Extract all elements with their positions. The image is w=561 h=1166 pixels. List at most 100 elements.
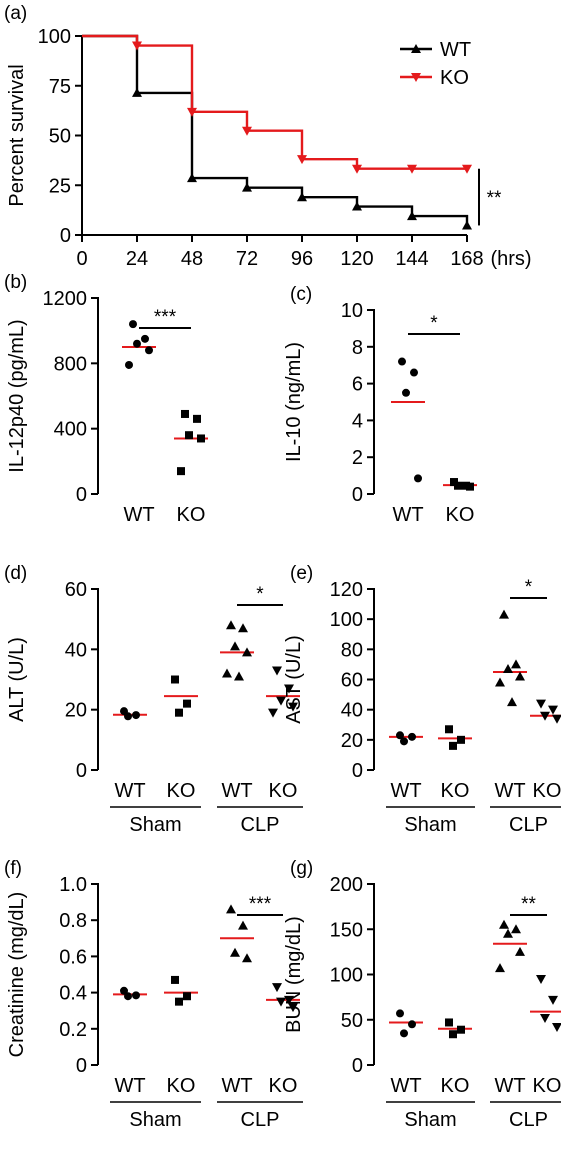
data-point-ko <box>407 164 417 174</box>
data-point <box>396 731 404 740</box>
significance-label: * <box>430 313 438 334</box>
data-point <box>548 705 558 715</box>
x-tick-label: KO <box>167 1075 196 1097</box>
data-point-wt <box>352 201 362 211</box>
data-point <box>124 712 132 721</box>
group-label: CLP <box>509 1109 548 1131</box>
data-point <box>515 946 525 956</box>
data-point <box>238 920 248 930</box>
y-tick-label: 100 <box>330 965 363 987</box>
y-tick-label: 80 <box>341 639 363 661</box>
group-label: Sham <box>129 1109 181 1131</box>
panel-label: (e) <box>290 563 313 584</box>
x-tick-label: 72 <box>236 248 258 270</box>
x-tick-label: 120 <box>340 248 373 270</box>
y-axis-label: BUN (mg/dL) <box>283 916 305 1033</box>
data-point <box>133 339 141 348</box>
data-point <box>230 947 240 957</box>
data-point-wt <box>297 192 307 202</box>
y-tick-label: 50 <box>341 1010 363 1032</box>
data-point <box>132 991 140 1000</box>
y-tick-label: 50 <box>49 126 71 148</box>
data-point <box>185 431 193 440</box>
y-tick-label: 0 <box>76 1055 87 1077</box>
panel-d: (d) 0 20 40 60 ALT (U/L) WT KO WT KO Sham CLP * <box>4 563 303 836</box>
y-axis-label: IL-10 (ng/mL) <box>283 342 305 462</box>
y-tick-label: 0 <box>76 484 87 506</box>
panel-label: (d) <box>4 563 27 584</box>
data-point <box>125 360 133 369</box>
panel-f: (f) 0 0.2 0.4 0.6 0.8 1.0 Creatinine (mg/dL) WT K… <box>4 858 303 1131</box>
legend-label-ko: KO <box>440 67 469 89</box>
data-point <box>175 997 183 1006</box>
group-label: CLP <box>509 814 548 836</box>
data-point <box>268 708 278 718</box>
data-point <box>193 414 201 423</box>
y-tick-label: 1.0 <box>59 874 87 896</box>
x-tick-label: KO <box>269 780 298 802</box>
data-point-wt <box>462 220 472 230</box>
x-tick-label: 168 <box>450 248 483 270</box>
x-tick-label: KO <box>269 1075 298 1097</box>
data-point <box>124 992 132 1001</box>
data-point <box>276 997 286 1007</box>
data-point <box>181 409 189 418</box>
data-point-wt <box>407 211 417 221</box>
y-axis-label: Percent survival <box>6 64 28 206</box>
y-tick-label: 60 <box>341 670 363 692</box>
panel-label: (a) <box>4 3 27 24</box>
x-tick-label: 0 <box>76 248 87 270</box>
data-point <box>552 1022 561 1032</box>
data-point <box>495 677 505 687</box>
y-axis-label: ALT (U/L) <box>6 637 28 722</box>
y-tick-label: 0.8 <box>59 910 87 932</box>
x-unit-label: (hrs) <box>490 248 531 270</box>
data-point <box>495 963 505 973</box>
x-tick-label: KO <box>533 780 561 802</box>
y-tick-label: 8 <box>352 337 363 359</box>
data-point <box>234 671 244 681</box>
data-point <box>398 357 406 366</box>
x-tick-label: KO <box>533 1075 561 1097</box>
y-tick-label: 2 <box>352 447 363 469</box>
x-tick-label: WT <box>392 504 423 526</box>
x-tick-label: WT <box>123 504 154 526</box>
data-point-ko <box>132 41 142 51</box>
y-axis-label: IL-12p40 (pg/mL) <box>6 319 28 472</box>
x-tick-label: 48 <box>181 248 203 270</box>
data-point <box>457 735 465 744</box>
x-tick-label: 24 <box>126 248 148 270</box>
data-point <box>410 368 418 377</box>
data-point <box>400 1029 408 1038</box>
data-point <box>499 919 509 929</box>
data-point <box>540 711 550 721</box>
data-point <box>515 671 525 681</box>
x-tick-label: 96 <box>291 248 313 270</box>
y-tick-label: 20 <box>341 730 363 752</box>
panel-g: (g) 0 50 100 150 200 BUN (mg/dL) WT KO WT KO Sham CL… <box>283 858 561 1131</box>
data-point <box>129 320 137 329</box>
y-tick-label: 0 <box>352 484 363 506</box>
data-point <box>132 711 140 720</box>
panel-c: (c) 0 2 4 6 8 10 IL-10 (ng/mL) WT KO * <box>283 284 477 526</box>
data-point <box>284 684 294 694</box>
data-point <box>408 732 416 741</box>
data-point <box>466 482 474 491</box>
data-point <box>276 696 286 706</box>
panel-label: (g) <box>290 858 313 879</box>
data-point-ko <box>187 107 197 117</box>
data-point <box>171 675 179 684</box>
x-tick-label: WT <box>390 1075 421 1097</box>
group-label: Sham <box>404 814 456 836</box>
group-label: CLP <box>241 1109 280 1131</box>
panel-label: (f) <box>4 858 22 879</box>
y-tick-label: 40 <box>65 639 87 661</box>
data-point-wt <box>242 182 252 192</box>
y-tick-label: 4 <box>352 410 363 432</box>
data-point-wt <box>187 173 197 183</box>
y-tick-label: 0 <box>352 760 363 782</box>
significance-label: *** <box>249 894 272 915</box>
data-point <box>507 697 517 707</box>
significance-label: * <box>525 577 533 598</box>
data-point <box>449 741 457 750</box>
